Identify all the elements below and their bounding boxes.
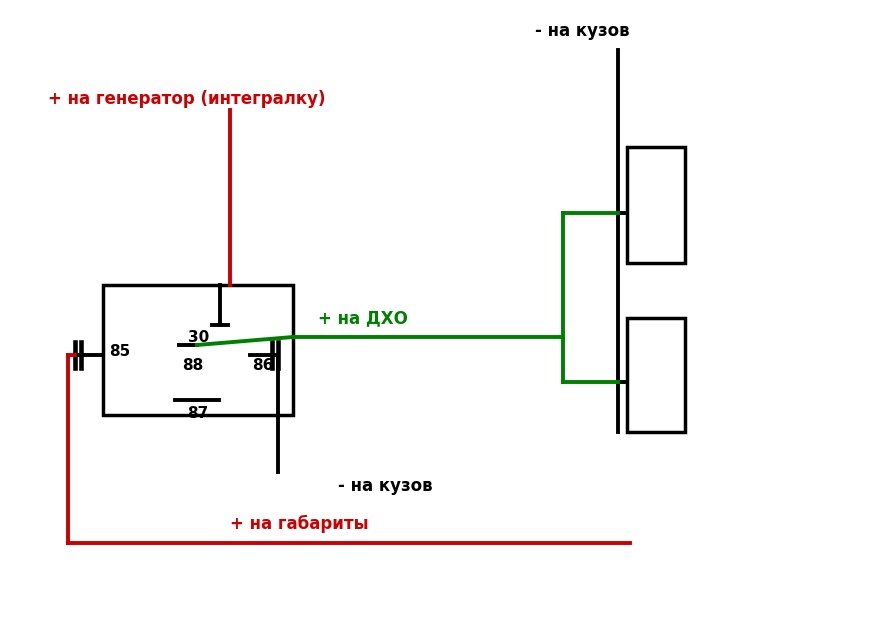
Text: 88: 88	[182, 358, 203, 373]
Text: 30: 30	[188, 330, 209, 345]
Text: 87: 87	[187, 406, 208, 421]
Bar	[627, 318, 684, 432]
Bar	[627, 147, 684, 263]
Text: + на генератор (интегралку): + на генератор (интегралку)	[48, 90, 325, 108]
Text: + на габариты: + на габариты	[229, 515, 368, 533]
Text: 85: 85	[109, 345, 130, 359]
Text: + на ДХО: + на ДХО	[318, 309, 408, 327]
Text: 86: 86	[252, 358, 273, 373]
Text: - на кузов: - на кузов	[534, 22, 629, 40]
Text: - на кузов: - на кузов	[338, 477, 432, 495]
Bar	[103, 285, 293, 415]
